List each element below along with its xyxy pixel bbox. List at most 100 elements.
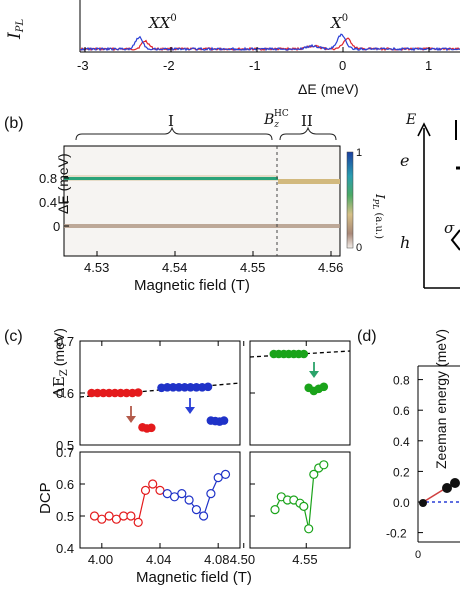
red-drop-arrow [126,406,136,423]
heatmap-line-high-region2 [278,179,340,184]
region-i-brace [75,126,273,141]
panel-c-tag: (c) [4,328,23,345]
dcp-point-red [140,485,151,495]
d-xtick-0: 0 [415,549,421,561]
dcp-point-red [133,517,143,528]
panel-c: (c) 0.70.60.50.70.60.50.44.00 4.04 4.08 4.5… [4,328,351,586]
colorbar-tick-min: 0 [356,242,362,254]
colorbar [346,151,354,249]
diagram-e-level: e [400,151,409,170]
panel-b-ticks: 0.8 0.4 0 4.53 4.54 4.55 4.56 [39,171,343,275]
dcp-point-green [319,460,329,470]
panel-b-ylabel: ΔE (meV) [55,153,71,214]
d-point-2 [450,478,460,488]
panel-b: (b) I II BzHC 0.8 0.4 0 4.53 4.54 4.55 4.56 ΔE… [4,109,387,294]
d-ytick-label: 0.2 [393,465,410,479]
c-bottom-right-frame [249,451,351,549]
c-bottom-ytick-label: 0.4 [56,541,74,556]
panel-d: (d) 0.8 0.6 0.4 0.2 0.0 -0.2 Zeeman energy (m… [357,328,460,561]
dcp-point-red [148,479,158,489]
panel-a-ticks: -3 -2 -1 0 1 [77,47,432,73]
c-top-ytick-label: 0.7 [56,334,74,349]
panel-a-tick-label: -3 [77,58,89,73]
dcp-point-blue [177,489,187,499]
d-ytick-label: 0.8 [393,374,410,388]
green-drop-arrow [309,362,319,378]
diagram-h-level: h [400,233,410,252]
c-bottom-ytick-label: 0.7 [56,445,74,460]
dcp-point-green [299,501,309,511]
d-ytick-label: -0.2 [386,527,407,541]
diagram-sigma: σ [444,219,455,237]
panel-a-xlabel: ΔE (meV) [298,81,359,97]
d-point-1 [442,483,452,493]
delta-ez-point-red [122,388,131,398]
c-top-ytick-label: 0.6 [56,386,74,401]
panel-c-xlabel: Magnetic field (T) [136,569,252,586]
dcp-point-green [270,505,280,515]
delta-ez-point-green [299,349,309,359]
delta-ez-point-blue [203,382,213,392]
delta-ez-point-red [133,388,143,397]
panel-d-tag: (d) [357,328,377,345]
c-xtick-label-right: 4.50 [230,552,255,567]
panel-a: IPL XX0 X0 -3 -2 -1 0 1 ΔE (meV) [5,0,460,97]
dcp-point-blue [206,489,216,499]
dcp-point-blue [191,505,201,515]
c-bottom-left-frame [79,451,241,549]
colorbar-label: IPL(a.u.) [371,193,387,239]
spectrum-blue-line [79,33,460,52]
panel-b-xtick-label: 4.55 [240,260,265,275]
panel-b-xlabel: Magnetic field (T) [134,277,250,294]
delta-ez-point-red-low [147,423,156,433]
panel-a-tick-label: -1 [249,58,261,73]
d-ytick-label: 0.4 [393,435,410,449]
panel-b-xtick-label: 4.54 [162,260,187,275]
c-top-points [87,349,329,433]
panel-b-ytick-label: 0.4 [39,195,57,210]
panel-b-xtick-label: 4.53 [84,260,109,275]
dcp-point-green [304,524,314,534]
dcp-point-blue [184,495,194,505]
heatmap-line-low [64,224,340,228]
delta-ez-point-red [87,388,96,398]
region-ii-label: II [301,112,313,130]
c-xtick-label: 4.00 [88,552,113,567]
c-bottom-ytick-label: 0.5 [56,509,74,524]
region-ii-brace [279,126,337,141]
delta-ez-point-green-low [319,382,329,392]
c-bottom-points [89,460,329,534]
panel-a-tick-label: 0 [339,58,346,73]
bhc-label: BzHC [263,109,289,130]
diagram-axis-arrow [417,122,431,137]
energy-diagram: E e h σ [400,112,460,289]
panel-a-tick-label: 1 [425,58,432,73]
diagram-e-axis-label: E [405,112,416,128]
panel-d-ticks: 0.8 0.6 0.4 0.2 0.0 -0.2 [386,374,423,541]
c-bottom-ytick-label: 0.6 [56,477,74,492]
c-bottom-ylabel: DCP [37,482,54,514]
dcp-point-green [309,469,319,479]
heatmap-line-high [64,177,278,180]
dcp-point-blue [199,511,209,521]
panel-b-ytick-label: 0.8 [39,171,57,186]
d-ytick-label: 0.0 [393,496,410,510]
c-xtick-label: 4.08 [204,552,229,567]
dcp-point-red [126,511,136,521]
panel-b-xtick-label: 4.56 [318,260,343,275]
c-xtick-label-right: 4.55 [292,552,317,567]
d-ylabel: Zeeman energy (meV) [433,329,449,469]
delta-ez-point-blue [186,383,195,392]
heatmap-frame [63,145,341,257]
delta-ez-point-blue-low [219,416,229,425]
panel-c-ticks: 0.70.60.50.70.60.50.44.00 4.04 4.08 4.50 4.5… [56,334,318,567]
c-top-ytick-label: 0.5 [56,438,74,453]
diagram-h-arrow [450,229,460,251]
region-i-label: I [168,112,174,130]
blue-drop-arrow [185,398,195,414]
d-ytick-label: 0.6 [393,404,410,418]
peak-label-x0: X0 [330,13,348,32]
colorbar-tick-max: 1 [356,147,362,159]
panel-a-tick-label: -2 [163,58,175,73]
